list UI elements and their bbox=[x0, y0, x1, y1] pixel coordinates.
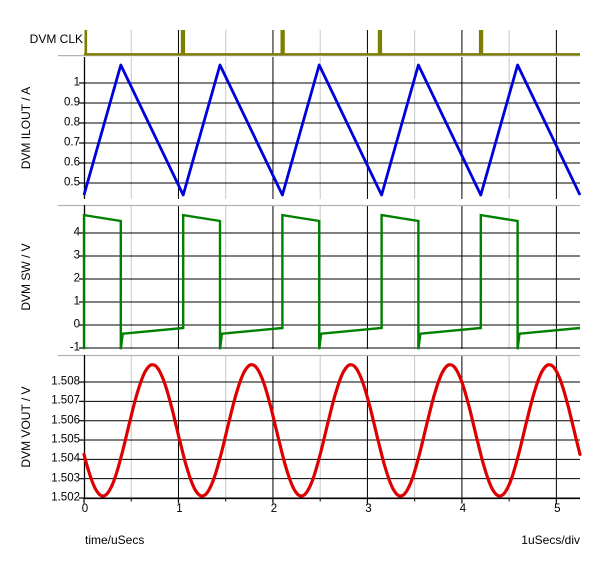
y-tick-label: 1.504 bbox=[51, 452, 80, 465]
y-tick-label: 0.6 bbox=[64, 156, 80, 169]
y-tick-label: 1.503 bbox=[51, 471, 80, 484]
y-tick-label: 0.7 bbox=[64, 136, 80, 149]
x-axis-title: time/uSecs bbox=[85, 533, 145, 547]
panel-label-ilout: DVM ILOUT / A bbox=[19, 86, 33, 170]
x-tick-label: 5 bbox=[554, 503, 561, 515]
x-tick-label: 2 bbox=[270, 503, 278, 515]
y-tick-label: 0.8 bbox=[64, 116, 80, 129]
y-tick-label: 4 bbox=[73, 226, 80, 239]
x-scale-label: 1uSecs/div bbox=[521, 533, 580, 547]
x-tick-label: 0 bbox=[81, 503, 89, 515]
x-tick-label: 3 bbox=[365, 503, 372, 515]
y-tick-label: 1 bbox=[73, 295, 80, 308]
y-tick-label: -1 bbox=[69, 341, 80, 354]
x-tick-label: 4 bbox=[459, 503, 467, 515]
panel-label-clk: DVM CLK bbox=[29, 32, 83, 46]
y-tick-label: 3 bbox=[73, 249, 80, 262]
y-tick-label: 0 bbox=[73, 318, 80, 331]
panel-label-sw: DVM SW / V bbox=[19, 243, 33, 311]
y-tick-label: 1.506 bbox=[51, 413, 80, 426]
y-tick-label: 1.508 bbox=[51, 375, 80, 388]
y-tick-label: 1.502 bbox=[51, 491, 80, 504]
panel-label-vout: DVM VOUT / V bbox=[19, 386, 33, 468]
y-tick-label: 1.505 bbox=[51, 433, 80, 446]
y-tick-label: 0.9 bbox=[64, 96, 80, 109]
x-tick-label: 1 bbox=[176, 503, 183, 515]
y-tick-label: 1.507 bbox=[51, 394, 80, 407]
y-tick-label: 0.5 bbox=[64, 176, 80, 189]
y-tick-label: 2 bbox=[73, 272, 80, 285]
y-tick-label: 1 bbox=[73, 76, 80, 89]
